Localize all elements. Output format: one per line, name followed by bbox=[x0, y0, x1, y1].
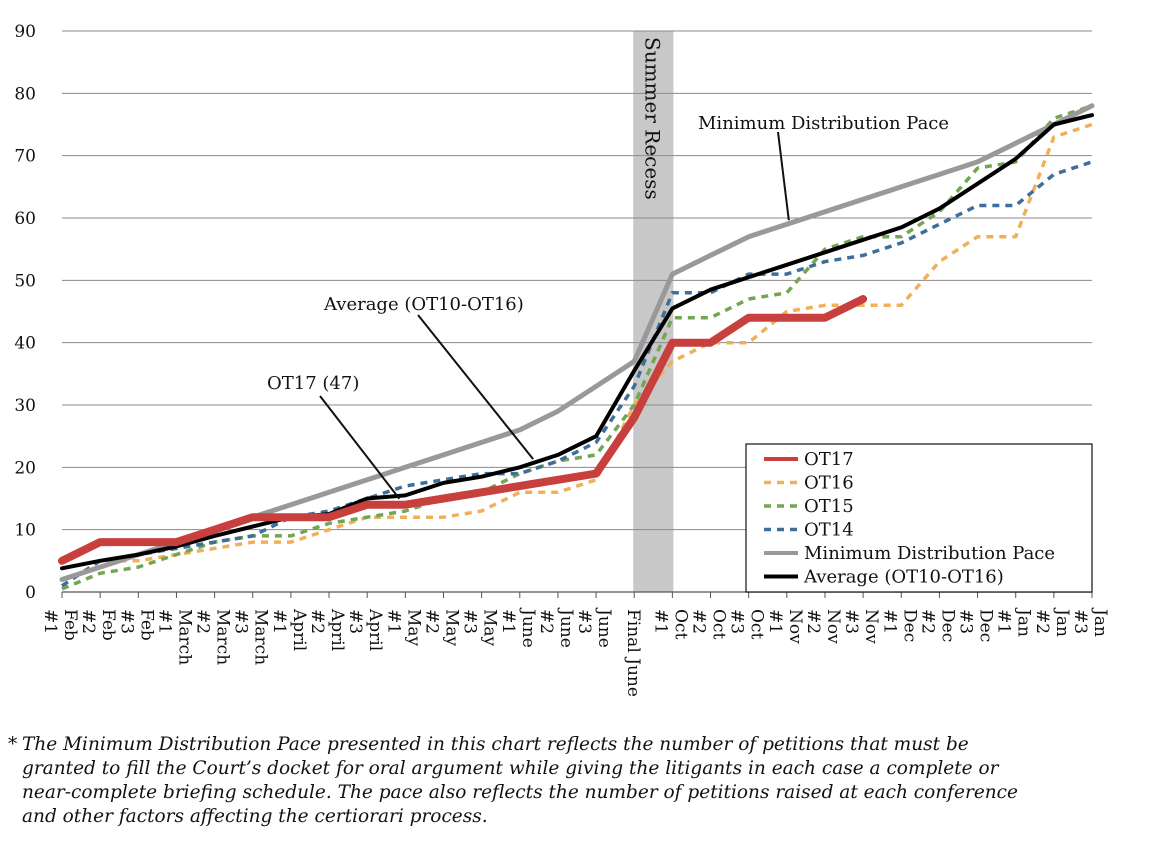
x-tick-label-feb-1: Feb#1 bbox=[40, 609, 80, 641]
x-tick-label-nov-1: Nov#1 bbox=[765, 609, 805, 644]
x-tick-label-feb-2: Feb#2 bbox=[78, 609, 118, 641]
x-tick-label-oct-2: Oct#2 bbox=[689, 609, 729, 639]
y-tick-label-70: 70 bbox=[14, 147, 36, 167]
annotation-leader-average bbox=[417, 314, 534, 460]
x-tick-label-april-2: April#2 bbox=[307, 608, 347, 651]
series-line-ot15 bbox=[61, 104, 1093, 591]
legend-label-ot14: OT14 bbox=[804, 520, 854, 541]
x-tick-label-march-2: March#2 bbox=[193, 609, 233, 665]
x-tick-label-april-1: April#1 bbox=[269, 608, 309, 651]
summer-recess-band-layer bbox=[633, 31, 674, 592]
legend-label-ot15: OT15 bbox=[804, 496, 854, 517]
y-tick-label-40: 40 bbox=[14, 334, 36, 354]
x-tick-label-jan-3: Jan#3 bbox=[1070, 607, 1110, 637]
footnote: * The Minimum Distribution Pace presente… bbox=[8, 733, 1148, 829]
y-tick-label-90: 90 bbox=[14, 22, 36, 42]
footnote-text: The Minimum Distribution Pace presented … bbox=[22, 734, 1018, 827]
annotation-leader-ot17 bbox=[319, 395, 401, 500]
legend-box bbox=[745, 443, 1093, 593]
x-tick-label-jan-2: Jan#2 bbox=[1032, 607, 1072, 637]
x-tick-label-may-2: May#2 bbox=[421, 609, 461, 647]
annotation-minimum-pace: Minimum Distribution Pace bbox=[698, 113, 949, 134]
x-tick-label-march-3: March#3 bbox=[231, 609, 271, 665]
x-tick-label-jan-1: Jan#1 bbox=[994, 607, 1034, 637]
x-tick-label-oct-3: Oct#3 bbox=[727, 609, 767, 639]
annotation-ot17: OT17 (47) bbox=[267, 373, 359, 394]
y-tick-label-0: 0 bbox=[25, 583, 36, 603]
footnote-marker: * bbox=[8, 734, 18, 755]
x-tick-label-june-2: June#2 bbox=[536, 607, 576, 648]
series-line-ot17 bbox=[58, 295, 868, 565]
x-tick-label-nov-2: Nov#2 bbox=[803, 609, 843, 644]
x-tick-label-dec-1: Dec#1 bbox=[879, 609, 919, 642]
summer-recess-band bbox=[633, 31, 674, 592]
x-tick-label-nov-3: Nov#3 bbox=[841, 609, 881, 644]
series-line-ot16 bbox=[61, 122, 1093, 588]
annotation-leader-minimum-pace bbox=[777, 131, 790, 221]
y-tick-label-80: 80 bbox=[14, 84, 36, 104]
x-tick-label-dec-3: Dec#3 bbox=[956, 609, 996, 642]
x-tick-label-may-3: May#3 bbox=[460, 609, 500, 647]
x-tick-label-final-june: Final June bbox=[623, 609, 643, 697]
series-line-ot14 bbox=[61, 160, 1093, 588]
x-tick-label-june-3: June#3 bbox=[574, 607, 614, 648]
x-tick-label-april-3: April#3 bbox=[345, 608, 385, 651]
y-tick-label-60: 60 bbox=[14, 209, 36, 229]
x-tick-label-march-1: March#1 bbox=[154, 609, 194, 665]
x-tick-label-may-1: May#1 bbox=[383, 609, 423, 647]
legend-label-minimum-distribution-pace: Minimum Distribution Pace bbox=[804, 543, 1055, 564]
legend-label-ot17: OT17 bbox=[804, 449, 854, 470]
y-tick-label-20: 20 bbox=[14, 458, 36, 478]
legend-label-average-ot10-ot16: Average (OT10-OT16) bbox=[803, 567, 1004, 588]
annotation-layer: Minimum Distribution Pace Average (OT10-O… bbox=[267, 37, 949, 500]
series-layer bbox=[58, 103, 1095, 591]
x-tick-label-feb-3: Feb#3 bbox=[116, 609, 156, 641]
y-tick-label-10: 10 bbox=[14, 521, 36, 541]
y-tick-label-30: 30 bbox=[14, 396, 36, 416]
x-tick-label-dec-2: Dec#2 bbox=[917, 609, 957, 642]
series-line-average-ot10-ot16 bbox=[60, 113, 1094, 571]
annotation-average: Average (OT10-OT16) bbox=[323, 294, 524, 315]
y-tick-label-50: 50 bbox=[14, 271, 36, 291]
legend-label-ot16: OT16 bbox=[804, 473, 854, 494]
x-tick-label-oct-1: Oct#1 bbox=[650, 609, 690, 639]
annotation-summer-recess: Summer Recess bbox=[640, 37, 664, 200]
x-tick-label-june-1: June#1 bbox=[498, 607, 538, 648]
